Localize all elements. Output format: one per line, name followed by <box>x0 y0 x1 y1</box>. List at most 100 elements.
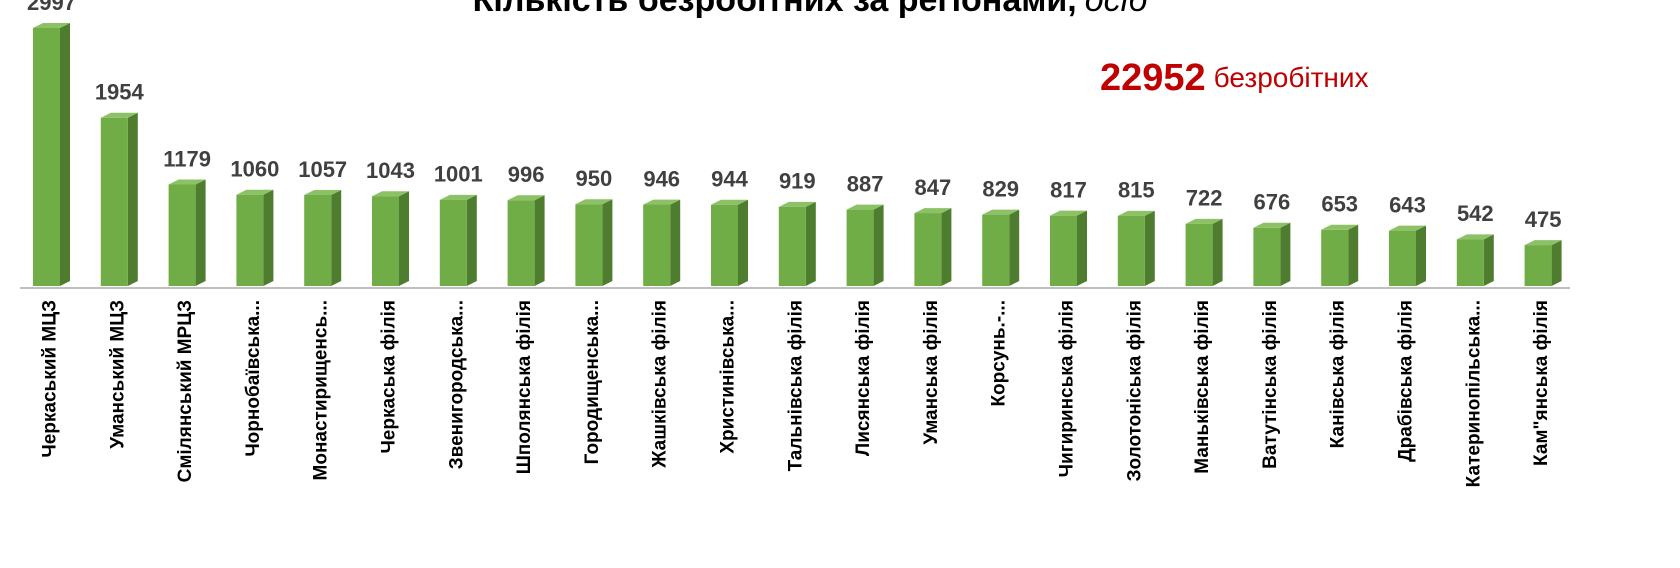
bar-top <box>982 209 1020 215</box>
value-label: 653 <box>1321 192 1358 217</box>
x-tick-label: Уманська філія <box>921 300 942 445</box>
bar <box>643 204 671 286</box>
bar-top <box>1524 240 1562 246</box>
bar-top <box>304 190 342 196</box>
annotation-value: 22952 <box>1100 57 1206 99</box>
bar <box>1117 215 1145 286</box>
value-label: 1001 <box>434 162 483 187</box>
bar-top <box>33 23 70 28</box>
x-tick-label: Монастирищенсь... <box>311 300 332 480</box>
value-label: 1060 <box>230 157 279 182</box>
x-tick-label: Чигиринська філія <box>1057 300 1078 477</box>
bar-top <box>236 189 274 195</box>
bar-top <box>1389 225 1426 231</box>
x-tick-label: Шполянська філія <box>514 300 535 474</box>
bar-side <box>1280 222 1291 286</box>
bar <box>236 194 264 286</box>
value-label: 887 <box>847 171 884 196</box>
bar <box>1389 230 1416 286</box>
bar <box>439 199 467 286</box>
x-tick-label: Драбівська філія <box>1396 300 1417 462</box>
value-label: 815 <box>1118 178 1155 203</box>
bar <box>1253 227 1281 286</box>
bar-side <box>1551 240 1562 286</box>
bar-side <box>466 194 477 286</box>
bar-top <box>711 199 748 205</box>
bar-side <box>534 195 545 286</box>
value-label: 919 <box>779 169 816 194</box>
bar-top <box>1117 210 1155 216</box>
x-tick-label: Канівська філія <box>1328 300 1349 448</box>
bar-top <box>1456 234 1494 240</box>
x-tick-label: Уманський МЦЗ <box>107 300 128 449</box>
bar-side <box>60 23 70 286</box>
value-label: 1057 <box>298 157 347 182</box>
bar-top <box>1185 218 1223 224</box>
bar <box>575 204 603 286</box>
bar-top <box>372 191 409 197</box>
x-tick-label: Кам"янська філія <box>1531 300 1552 466</box>
chart-title: Кількість безробітних за регіонами, осіб <box>473 0 1150 19</box>
bar <box>33 28 60 286</box>
title-main: Кількість безробітних за регіонами, <box>473 0 1077 19</box>
x-tick-label: Золотоніська філія <box>1124 300 1145 481</box>
annotation-text: безробітних <box>1214 62 1369 93</box>
bar-side <box>1144 210 1155 286</box>
value-label: 829 <box>982 176 1019 201</box>
bar-side <box>263 189 274 286</box>
bar-top <box>846 204 884 210</box>
bar-side <box>195 179 206 286</box>
bar <box>846 209 874 286</box>
value-label: 475 <box>1525 207 1562 232</box>
bar-side <box>127 112 138 287</box>
value-label: 996 <box>508 162 545 187</box>
bar-top <box>1050 210 1087 216</box>
bar-side <box>1483 234 1494 286</box>
bar-side <box>399 191 409 286</box>
x-tick-label: Черкаський МЦЗ <box>40 300 61 458</box>
bar-top <box>643 199 681 205</box>
value-label: 950 <box>576 166 613 191</box>
bar <box>711 204 738 286</box>
value-label: 643 <box>1389 192 1426 217</box>
bar-top <box>507 195 545 201</box>
bar-top <box>575 199 613 205</box>
bar <box>1524 245 1552 286</box>
bar-side <box>1077 210 1087 286</box>
bar <box>304 195 332 286</box>
x-tick-label: Черкаська філія <box>379 300 400 454</box>
title-unit: осіб <box>1085 0 1149 19</box>
x-tick-label: Ватутінська філія <box>1260 300 1281 469</box>
x-tick-label: Жашківська філія <box>650 300 671 469</box>
x-tick-label: Корсунь.-... <box>989 300 1010 407</box>
x-tick-label: Маньківська філія <box>1192 300 1213 474</box>
bar-top <box>914 208 952 214</box>
bar-side <box>1416 225 1426 286</box>
value-label: 542 <box>1457 201 1494 226</box>
bar <box>168 184 196 286</box>
bar-top <box>1321 224 1359 230</box>
bar-side <box>1348 224 1359 286</box>
value-label: 1043 <box>366 158 415 183</box>
value-label: 1179 <box>163 146 211 171</box>
bar-top <box>439 194 477 200</box>
bar-side <box>1009 209 1020 286</box>
x-tick-label: Катеринопільська... <box>1463 300 1484 487</box>
bar-top <box>1253 222 1291 228</box>
x-tick-label: Смілянський МРЦЗ <box>175 300 196 482</box>
bar-side <box>873 204 884 286</box>
value-label: 1954 <box>95 80 145 105</box>
bar-side <box>1212 218 1223 286</box>
bar-top <box>100 112 138 118</box>
bar <box>982 214 1010 286</box>
bar-side <box>738 199 748 286</box>
x-tick-label: Чорнобаївська... <box>243 300 264 457</box>
bar <box>914 213 942 286</box>
bar <box>372 196 399 286</box>
bar-side <box>941 208 952 286</box>
value-label: 817 <box>1050 177 1087 202</box>
value-label: 722 <box>1186 186 1223 211</box>
bar <box>1185 223 1213 286</box>
x-tick-label: Тальнівська філія <box>785 300 806 471</box>
x-tick-label: Звенигородська... <box>446 300 467 469</box>
